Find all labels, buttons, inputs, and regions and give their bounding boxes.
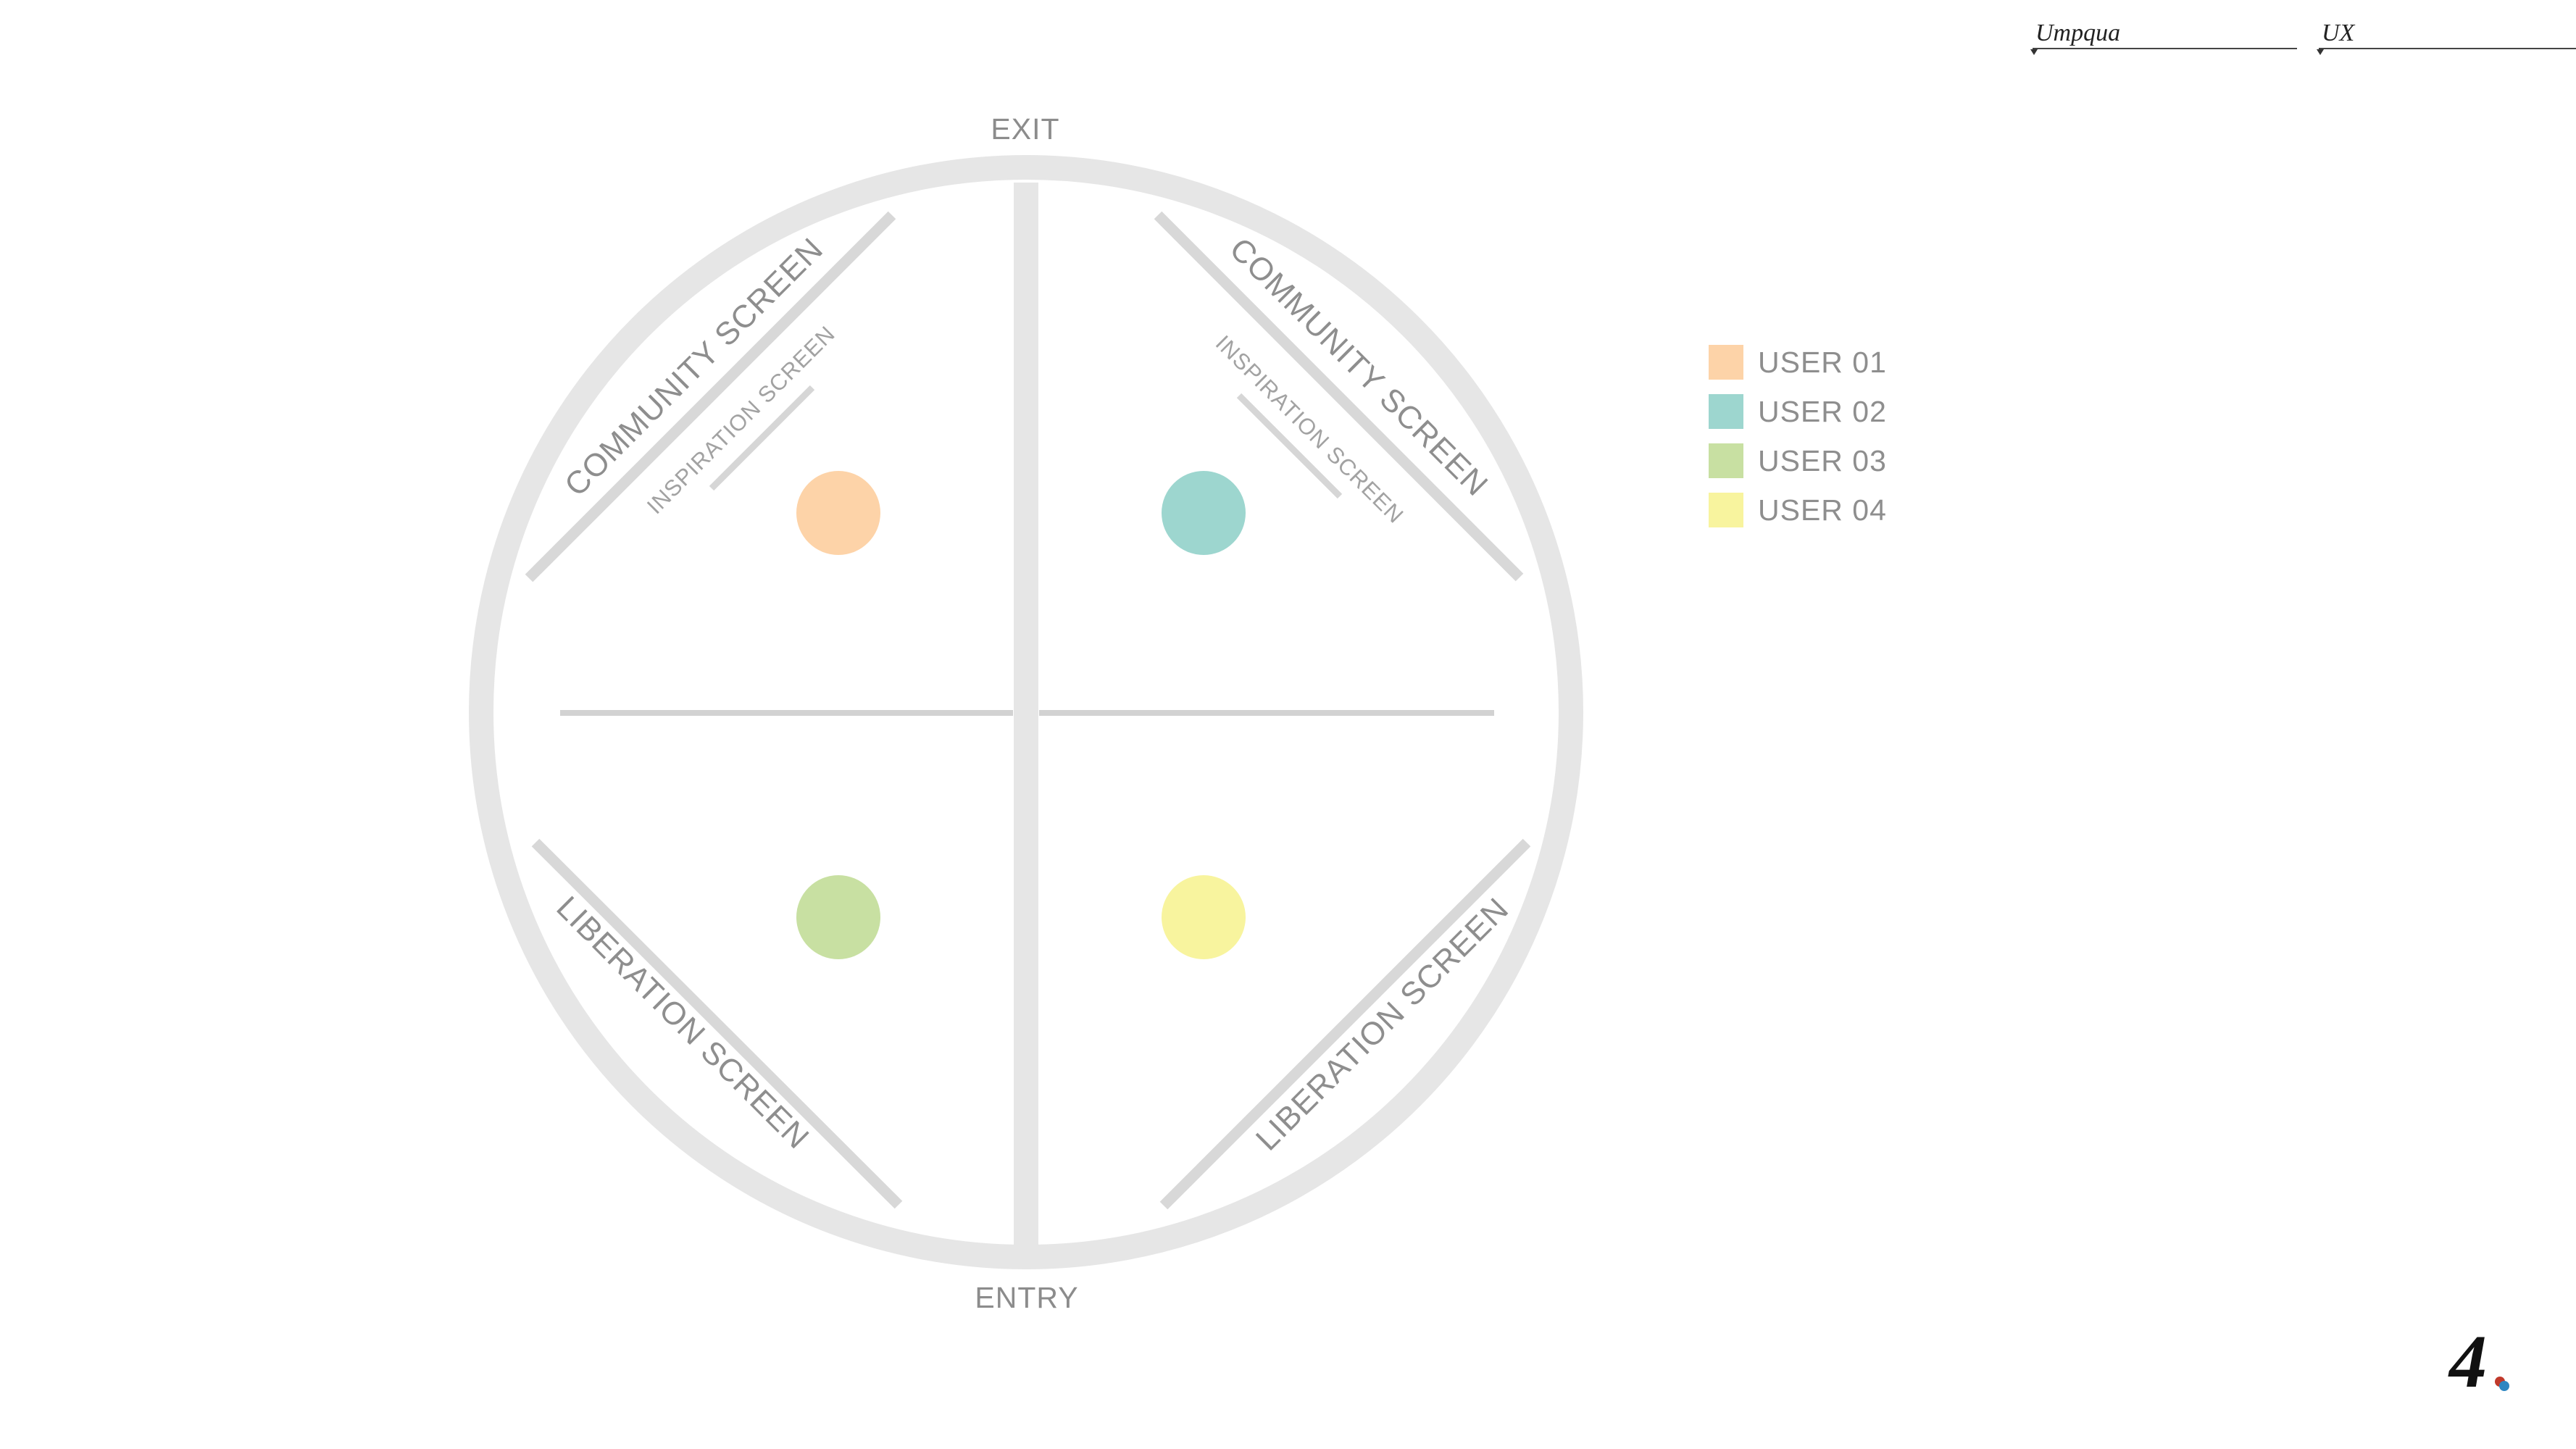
legend-item: USER 04 <box>1709 485 1887 535</box>
legend-item: USER 01 <box>1709 338 1887 387</box>
brand-field: Umpqua <box>2030 19 2297 55</box>
exit-label: EXIT <box>991 112 1059 146</box>
legend-label: USER 04 <box>1758 493 1887 527</box>
legend-item: USER 03 <box>1709 436 1887 485</box>
user-03-marker <box>796 875 880 959</box>
brand-label: Umpqua <box>2035 20 2121 46</box>
legend-item: USER 02 <box>1709 387 1887 436</box>
inspiration-divider-top-right <box>1236 393 1343 499</box>
page-number-dots-icon <box>2495 1377 2509 1391</box>
inspiration-divider-top-left <box>709 385 815 491</box>
legend-swatch <box>1709 345 1743 380</box>
legend-swatch <box>1709 394 1743 429</box>
legend-label: USER 03 <box>1758 443 1887 477</box>
legend-swatch <box>1709 493 1743 527</box>
user-01-marker <box>796 471 880 555</box>
topic-field: UX <box>2317 19 2576 55</box>
zone-divider-bottom-left <box>531 838 903 1209</box>
zone-divider-bottom-right <box>1159 838 1531 1210</box>
legend-label: USER 01 <box>1758 345 1887 379</box>
user-02-marker <box>1162 471 1246 555</box>
field-tick-icon <box>2030 49 2038 55</box>
topic-label: UX <box>2322 20 2355 46</box>
outer-ring <box>469 155 1583 1269</box>
entry-label: ENTRY <box>975 1281 1078 1314</box>
page-number: 4 <box>2449 1320 2487 1403</box>
legend-swatch <box>1709 443 1743 478</box>
zone-divider-top-left <box>525 211 896 582</box>
field-tick-icon <box>2317 49 2324 55</box>
legend-label: USER 02 <box>1758 394 1887 428</box>
user-04-marker <box>1162 875 1246 959</box>
legend: USER 01 USER 02 USER 03 USER 04 <box>1709 338 1887 535</box>
zone-divider-top-right <box>1154 211 1524 582</box>
